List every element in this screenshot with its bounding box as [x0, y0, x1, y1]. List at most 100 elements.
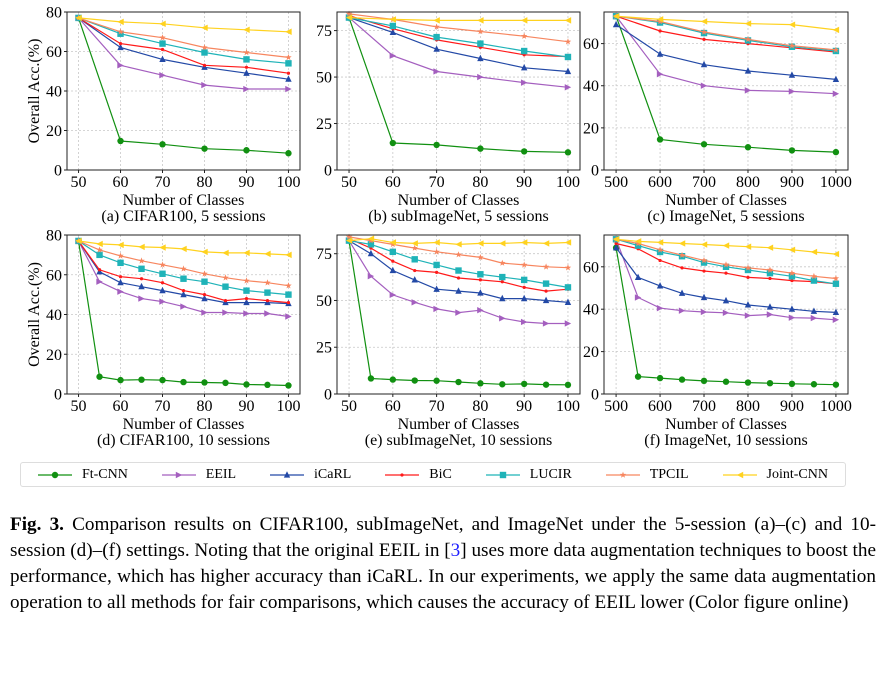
series-line	[78, 17, 289, 90]
data-point	[159, 270, 166, 277]
citation-link[interactable]: 3	[450, 540, 461, 561]
data-point	[612, 13, 620, 20]
legend-label: TPCIL	[649, 466, 689, 482]
x-tick-label: 100	[276, 398, 300, 415]
series-lucir	[345, 237, 572, 291]
legend-label: iCaRL	[314, 466, 352, 482]
x-tick-label: 50	[71, 398, 87, 415]
y-tick-label: 75	[316, 23, 332, 40]
data-point	[96, 278, 103, 285]
x-tick-label: 90	[516, 174, 532, 191]
y-tick-label: 80	[46, 228, 62, 245]
data-point	[433, 285, 440, 292]
data-point	[564, 320, 572, 327]
data-point	[788, 246, 796, 254]
chart-panel: 500 600 700 800 900 1000 0 20 40 60 Number of Clas…	[583, 11, 852, 225]
data-point	[285, 150, 292, 157]
data-point	[367, 249, 375, 257]
series-line	[348, 238, 569, 292]
data-point	[159, 298, 166, 305]
series-joint-cnn	[612, 236, 840, 258]
plot-frame	[336, 234, 581, 395]
data-point	[656, 282, 664, 289]
data-point	[478, 278, 482, 282]
legend-label: Joint-CNN	[766, 466, 828, 482]
data-point	[564, 38, 572, 45]
y-tick-label: 0	[54, 163, 62, 180]
y-tick-label: 80	[46, 5, 62, 22]
data-point	[138, 295, 145, 302]
data-point	[520, 261, 528, 268]
data-point	[499, 381, 506, 388]
ft-cnn-legend-swatch-icon	[37, 471, 72, 478]
y-tick-label: 25	[316, 116, 332, 133]
data-point	[520, 294, 528, 302]
data-point	[243, 310, 250, 317]
data-point	[746, 275, 750, 279]
data-point	[180, 265, 187, 272]
y-tick-label: 20	[46, 123, 62, 140]
data-point	[520, 276, 528, 284]
data-point	[722, 261, 730, 268]
data-point	[286, 300, 291, 305]
data-point	[656, 304, 664, 312]
data-point	[788, 71, 796, 78]
data-point	[433, 45, 440, 52]
data-point	[744, 264, 752, 271]
data-point	[433, 377, 440, 384]
data-point	[413, 268, 417, 273]
data-point	[201, 294, 208, 302]
data-point	[389, 376, 397, 383]
series-line	[78, 17, 289, 80]
data-point	[656, 18, 664, 25]
data-point	[477, 271, 484, 278]
data-point	[522, 285, 526, 289]
data-point	[788, 42, 796, 49]
x-tick-label: 900	[780, 398, 804, 415]
data-point	[678, 251, 686, 258]
y-axis-label: Overall Acc.(%)	[26, 262, 43, 367]
data-point	[433, 261, 440, 269]
series-ft-cnn	[612, 13, 840, 156]
data-point	[520, 79, 528, 86]
x-tick-label: 100	[556, 398, 580, 415]
data-point	[832, 308, 840, 315]
series-line	[616, 15, 836, 52]
data-point	[389, 248, 397, 256]
data-point	[285, 382, 292, 389]
y-tick-label: 0	[591, 387, 599, 404]
x-tick-label: 900	[780, 174, 804, 191]
data-point	[564, 53, 572, 61]
data-point	[790, 278, 794, 283]
data-point	[656, 239, 664, 246]
series-line	[348, 17, 569, 153]
series-icarl	[345, 236, 572, 305]
data-point	[389, 22, 397, 30]
data-point	[700, 18, 708, 25]
data-point	[433, 33, 440, 41]
data-point	[564, 298, 572, 305]
data-point	[96, 240, 103, 248]
data-point	[477, 254, 484, 261]
chart-title: (e) subImageNet, 10 sessions	[365, 432, 553, 449]
data-point	[542, 240, 550, 247]
series-ft-cnn	[75, 14, 292, 157]
series-tpcil	[345, 233, 572, 271]
data-point	[264, 310, 271, 317]
series-line	[78, 17, 289, 58]
chart-title: (d) CIFAR100, 10 sessions	[97, 432, 270, 449]
data-point	[433, 305, 440, 313]
data-point	[223, 298, 228, 303]
data-point	[520, 63, 528, 71]
data-point	[138, 265, 145, 272]
data-point	[117, 28, 124, 35]
data-point	[243, 298, 250, 306]
series-tpcil	[612, 235, 840, 282]
data-point	[285, 282, 292, 289]
data-point	[455, 267, 462, 274]
series-ft-cnn	[345, 237, 572, 389]
data-point	[264, 250, 271, 258]
data-point	[201, 379, 208, 386]
data-point	[722, 309, 730, 317]
series-icarl	[612, 243, 840, 315]
